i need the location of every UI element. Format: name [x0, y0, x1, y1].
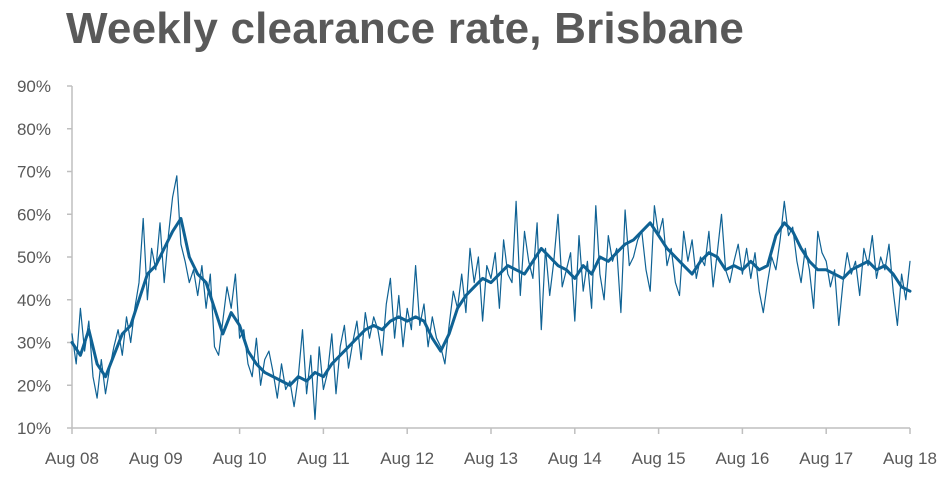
y-tick-label: 30% — [17, 334, 51, 353]
x-tick-label: Aug 17 — [799, 449, 853, 468]
y-tick-label: 90% — [17, 77, 51, 96]
y-tick-label: 50% — [17, 248, 51, 267]
y-tick-label: 10% — [17, 419, 51, 438]
y-tick-label: 20% — [17, 376, 51, 395]
x-tick-label: Aug 13 — [464, 449, 518, 468]
series-line-smoothed — [70, 217, 912, 387]
series-line-weekly — [71, 175, 911, 420]
y-tick-label: 70% — [17, 163, 51, 182]
x-tick-label: Aug 15 — [632, 449, 686, 468]
y-tick-label: 40% — [17, 291, 51, 310]
y-tick-label: 80% — [17, 120, 51, 139]
x-tick-label: Aug 09 — [129, 449, 183, 468]
x-tick-label: Aug 12 — [380, 449, 434, 468]
chart-title: Weekly clearance rate, Brisbane — [66, 4, 744, 53]
x-tick-label: Aug 10 — [213, 449, 267, 468]
x-tick-label: Aug 14 — [548, 449, 602, 468]
x-tick-label: Aug 08 — [45, 449, 99, 468]
x-tick-label: Aug 16 — [715, 449, 769, 468]
x-tick-label: Aug 18 — [883, 449, 937, 468]
x-tick-label: Aug 11 — [297, 449, 350, 468]
y-tick-label: 60% — [17, 205, 51, 224]
